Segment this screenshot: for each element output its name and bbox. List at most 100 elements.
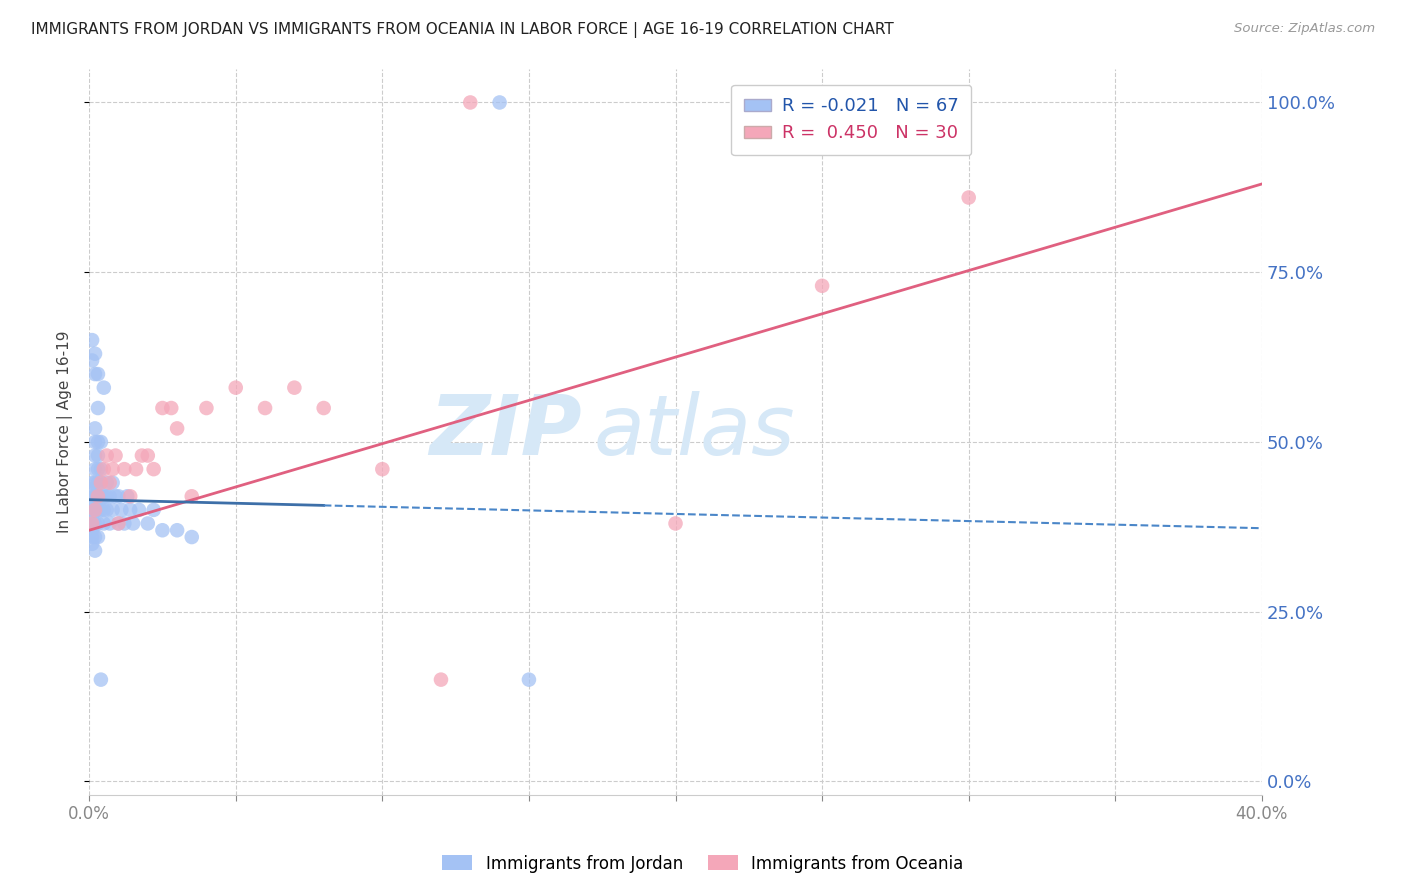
Point xyxy=(101,475,124,490)
Point xyxy=(104,489,127,503)
Point xyxy=(84,503,107,517)
Point xyxy=(87,489,110,503)
Point xyxy=(80,475,103,490)
Point xyxy=(180,489,202,503)
Point xyxy=(312,401,335,415)
Point xyxy=(110,503,132,517)
Legend: R = -0.021   N = 67, R =  0.450   N = 30: R = -0.021 N = 67, R = 0.450 N = 30 xyxy=(731,85,972,155)
Point xyxy=(84,421,107,435)
Point xyxy=(90,434,112,449)
Text: atlas: atlas xyxy=(593,392,794,472)
Text: Source: ZipAtlas.com: Source: ZipAtlas.com xyxy=(1234,22,1375,36)
Point xyxy=(80,516,103,531)
Point xyxy=(87,462,110,476)
Point xyxy=(87,401,110,415)
Point xyxy=(87,434,110,449)
Point xyxy=(430,673,453,687)
Point xyxy=(93,489,115,503)
Point xyxy=(101,462,124,476)
Point xyxy=(84,503,107,517)
Point xyxy=(811,278,834,293)
Point xyxy=(80,483,103,497)
Point xyxy=(84,543,107,558)
Point xyxy=(84,489,107,503)
Point xyxy=(80,489,103,503)
Point xyxy=(101,503,124,517)
Point xyxy=(87,475,110,490)
Point xyxy=(80,537,103,551)
Point xyxy=(84,347,107,361)
Point xyxy=(80,523,103,537)
Point xyxy=(98,489,121,503)
Point xyxy=(142,462,165,476)
Point xyxy=(152,401,174,415)
Point xyxy=(283,381,305,395)
Point xyxy=(87,367,110,381)
Point xyxy=(131,449,153,463)
Point xyxy=(128,503,150,517)
Point xyxy=(84,516,107,531)
Point xyxy=(84,367,107,381)
Point xyxy=(225,381,247,395)
Point xyxy=(107,516,129,531)
Point xyxy=(84,449,107,463)
Point xyxy=(84,434,107,449)
Point xyxy=(80,333,103,347)
Point xyxy=(112,462,135,476)
Point xyxy=(142,503,165,517)
Point xyxy=(136,449,159,463)
Point xyxy=(93,503,115,517)
Point xyxy=(664,516,686,531)
Point xyxy=(136,516,159,531)
Point xyxy=(98,475,121,490)
Point xyxy=(90,503,112,517)
Point xyxy=(87,530,110,544)
Point xyxy=(96,449,118,463)
Point xyxy=(93,381,115,395)
Point xyxy=(98,516,121,531)
Point xyxy=(96,475,118,490)
Point xyxy=(90,475,112,490)
Point xyxy=(125,462,148,476)
Point xyxy=(488,95,510,110)
Point xyxy=(80,503,103,517)
Point xyxy=(90,462,112,476)
Point xyxy=(87,449,110,463)
Point xyxy=(180,530,202,544)
Point xyxy=(152,523,174,537)
Point xyxy=(80,516,103,531)
Point xyxy=(80,509,103,524)
Point xyxy=(87,503,110,517)
Point xyxy=(122,516,145,531)
Point xyxy=(117,489,139,503)
Point xyxy=(80,496,103,510)
Point xyxy=(90,489,112,503)
Point xyxy=(957,190,980,204)
Point xyxy=(107,516,129,531)
Point xyxy=(160,401,183,415)
Y-axis label: In Labor Force | Age 16-19: In Labor Force | Age 16-19 xyxy=(58,331,73,533)
Point xyxy=(254,401,277,415)
Text: ZIP: ZIP xyxy=(429,392,582,472)
Point xyxy=(371,462,394,476)
Legend: Immigrants from Jordan, Immigrants from Oceania: Immigrants from Jordan, Immigrants from … xyxy=(436,848,970,880)
Point xyxy=(104,449,127,463)
Point xyxy=(93,462,115,476)
Point xyxy=(87,516,110,531)
Point xyxy=(120,489,142,503)
Text: IMMIGRANTS FROM JORDAN VS IMMIGRANTS FROM OCEANIA IN LABOR FORCE | AGE 16-19 COR: IMMIGRANTS FROM JORDAN VS IMMIGRANTS FRO… xyxy=(31,22,894,38)
Point xyxy=(120,503,142,517)
Point xyxy=(96,489,118,503)
Point xyxy=(517,673,540,687)
Point xyxy=(84,530,107,544)
Point xyxy=(96,503,118,517)
Point xyxy=(90,673,112,687)
Point xyxy=(84,475,107,490)
Point xyxy=(458,95,481,110)
Point xyxy=(107,489,129,503)
Point xyxy=(80,530,103,544)
Point xyxy=(80,353,103,368)
Point xyxy=(195,401,218,415)
Point xyxy=(112,516,135,531)
Point xyxy=(166,421,188,435)
